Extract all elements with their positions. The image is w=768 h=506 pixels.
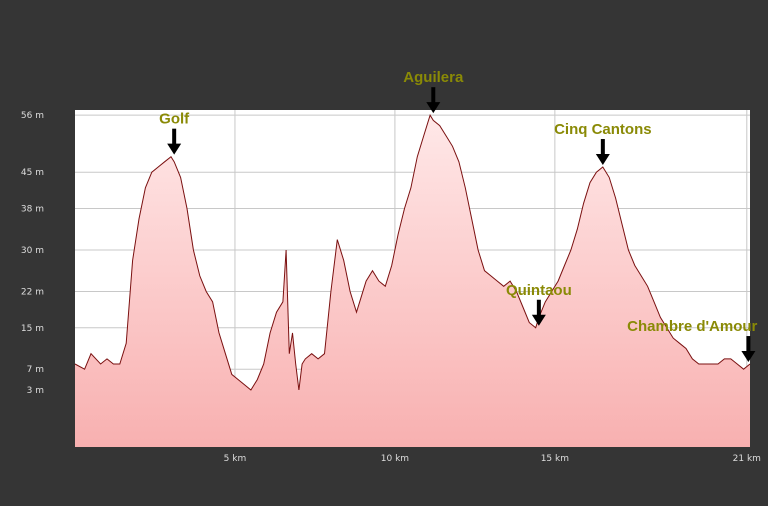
annotation-label: Golf [159, 111, 190, 128]
y-tick-label: 15 m [21, 324, 44, 334]
y-tick-label: 7 m [27, 365, 44, 375]
y-tick-label: 56 m [21, 111, 44, 121]
axes: 3 m 7 m 15 m 22 m 30 m 38 m 45 m 56 m 5 km 10 km 1… [21, 111, 761, 464]
x-tick-label: 10 km [381, 454, 409, 464]
arrow-head-icon [426, 102, 441, 114]
y-tick-label: 30 m [21, 246, 44, 256]
arrow-head-icon [167, 143, 182, 155]
arrow-head-icon [595, 154, 610, 166]
annotation-label: Cinq Cantons [554, 121, 652, 138]
x-tick-label: 21 km [733, 454, 761, 464]
annotation-label: Quintaou [506, 282, 572, 299]
y-tick-label: 22 m [21, 287, 44, 297]
elevation-line [74, 113, 751, 391]
annotations: Golf Aguilera Quintaou Cinq Cantons Chambre … [159, 69, 758, 363]
y-tick-label: 38 m [21, 205, 44, 215]
x-tick-label: 15 km [541, 454, 569, 464]
x-tick-label: 5 km [224, 454, 247, 464]
annotation-label: Chambre d'Amour [627, 318, 757, 335]
elevation-area [75, 115, 750, 447]
arrow-head-icon [531, 314, 546, 326]
y-tick-label: 45 m [21, 168, 44, 178]
arrow-head-icon [741, 351, 756, 363]
y-tick-label: 3 m [27, 386, 44, 396]
annotation-label: Aguilera [403, 69, 464, 86]
